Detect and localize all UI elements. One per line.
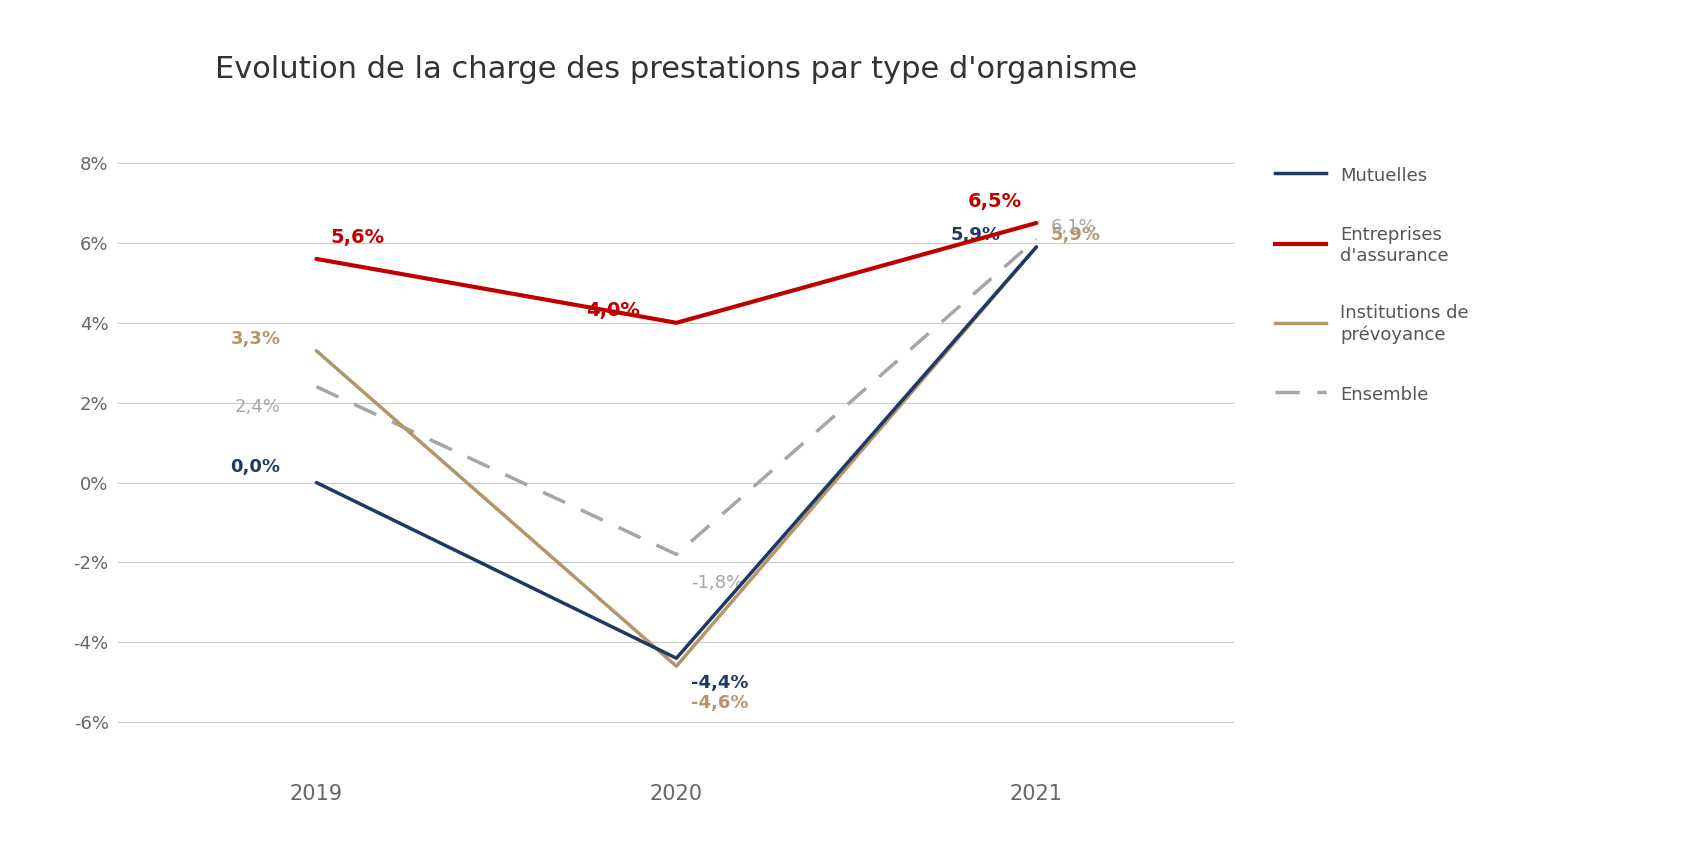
- Text: 5,9%: 5,9%: [1050, 226, 1101, 244]
- Legend: Mutuelles, Entreprises
d'assurance, Institutions de
prévoyance, Ensemble: Mutuelles, Entreprises d'assurance, Inst…: [1268, 157, 1476, 413]
- Text: -1,8%: -1,8%: [692, 574, 742, 593]
- Text: 5,9%: 5,9%: [950, 226, 1001, 244]
- Text: 5,6%: 5,6%: [331, 228, 386, 247]
- Title: Evolution de la charge des prestations par type d'organisme: Evolution de la charge des prestations p…: [215, 55, 1138, 84]
- Text: 6,5%: 6,5%: [967, 192, 1021, 211]
- Text: -4,6%: -4,6%: [692, 694, 749, 712]
- Text: 0,0%: 0,0%: [230, 458, 281, 476]
- Text: -4,4%: -4,4%: [692, 674, 749, 692]
- Text: 3,3%: 3,3%: [230, 329, 281, 347]
- Text: 2,4%: 2,4%: [235, 397, 281, 415]
- Text: 4,0%: 4,0%: [587, 301, 641, 320]
- Text: 6,1%: 6,1%: [1050, 218, 1096, 236]
